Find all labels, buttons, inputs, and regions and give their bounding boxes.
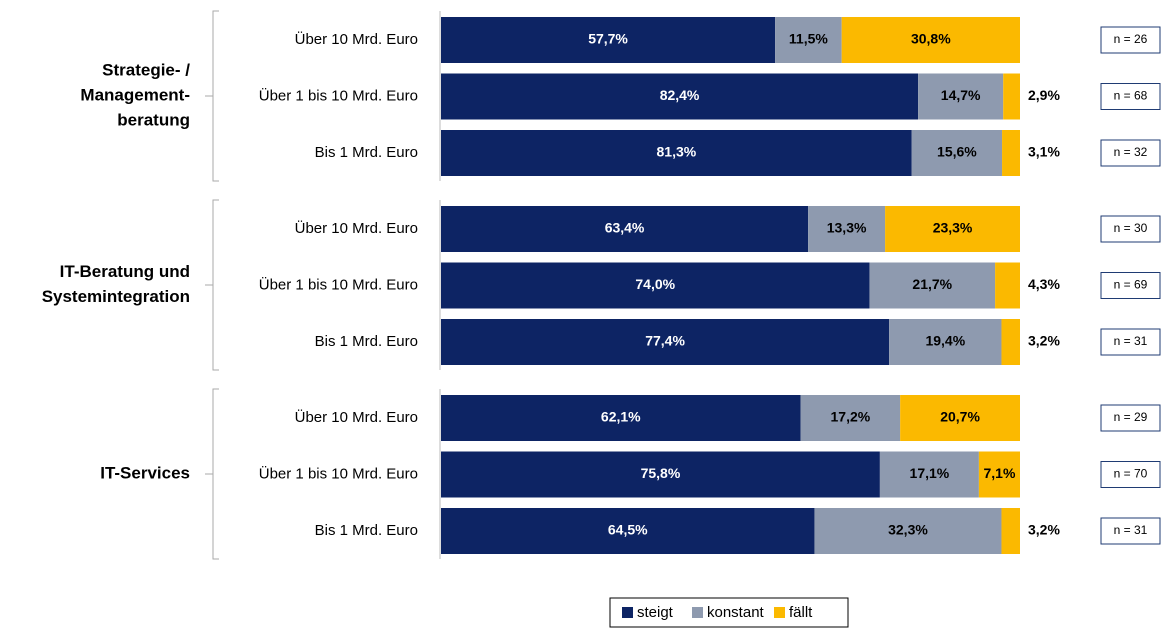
value-label: 2,9% bbox=[1028, 87, 1060, 103]
group-bracket bbox=[205, 199, 219, 371]
value-label: 75,8% bbox=[641, 465, 681, 481]
group-label: Strategie- / bbox=[102, 60, 190, 79]
bar-segment bbox=[911, 130, 1003, 176]
n-box bbox=[1100, 272, 1161, 299]
bar-segment bbox=[775, 17, 842, 63]
bar-segment bbox=[1002, 130, 1020, 176]
n-box bbox=[1100, 517, 1161, 545]
n-box bbox=[1100, 461, 1161, 488]
row-label: Über 1 bis 10 Mrd. Euro bbox=[259, 464, 418, 482]
n-label: n = 31 bbox=[1114, 334, 1148, 348]
bar-segment bbox=[841, 17, 1020, 63]
value-label: 23,3% bbox=[933, 220, 973, 236]
value-label: 3,2% bbox=[1028, 333, 1060, 349]
bar-segment bbox=[1001, 319, 1020, 365]
row-label: Bis 1 Mrd. Euro bbox=[315, 522, 418, 539]
group-bracket bbox=[205, 10, 219, 182]
legend-swatch bbox=[774, 607, 785, 618]
value-label: 11,5% bbox=[789, 31, 828, 47]
value-label: 13,3% bbox=[827, 220, 867, 236]
bar-segment bbox=[814, 508, 1002, 554]
value-label: 7,1% bbox=[983, 465, 1015, 481]
bar-segment bbox=[1001, 508, 1020, 554]
n-label: n = 70 bbox=[1114, 467, 1148, 481]
row-label: Bis 1 Mrd. Euro bbox=[315, 144, 418, 161]
bar-segment bbox=[889, 319, 1002, 365]
value-label: 82,4% bbox=[660, 87, 700, 103]
value-label: 17,1% bbox=[910, 465, 950, 481]
bar-segment bbox=[900, 395, 1020, 441]
value-label: 77,4% bbox=[645, 333, 685, 349]
row-label: Bis 1 Mrd. Euro bbox=[315, 333, 418, 350]
n-label: n = 68 bbox=[1114, 89, 1148, 103]
bar-segment bbox=[441, 319, 890, 365]
legend-box bbox=[609, 597, 849, 628]
bar-segment bbox=[441, 508, 815, 554]
value-label: 57,7% bbox=[588, 31, 628, 47]
value-label: 64,5% bbox=[608, 522, 648, 538]
n-label: n = 31 bbox=[1114, 523, 1148, 537]
value-label: 19,4% bbox=[925, 333, 965, 349]
bar-segment bbox=[441, 395, 801, 441]
row-label: Über 10 Mrd. Euro bbox=[295, 408, 418, 426]
bar-segment bbox=[995, 262, 1020, 309]
legend-swatch bbox=[622, 607, 633, 618]
value-label: 4,3% bbox=[1028, 276, 1060, 292]
group-bracket bbox=[205, 388, 219, 560]
group-label: Management- bbox=[80, 85, 190, 104]
bar-segment bbox=[1003, 73, 1020, 120]
value-label: 3,2% bbox=[1028, 522, 1060, 538]
value-label: 81,3% bbox=[657, 144, 697, 160]
n-box bbox=[1100, 139, 1161, 167]
bar-segment bbox=[441, 206, 809, 252]
value-label: 14,7% bbox=[941, 87, 981, 103]
n-box bbox=[1100, 83, 1161, 110]
legend-label: fällt bbox=[789, 604, 813, 621]
bar-segment bbox=[441, 17, 776, 63]
n-label: n = 29 bbox=[1114, 410, 1148, 424]
bar-segment bbox=[800, 395, 901, 441]
value-label: 20,7% bbox=[940, 409, 980, 425]
group-label: beratung bbox=[117, 110, 190, 129]
value-label: 74,0% bbox=[635, 276, 675, 292]
legend-swatch bbox=[692, 607, 703, 618]
value-label: 15,6% bbox=[937, 144, 977, 160]
n-label: n = 32 bbox=[1114, 145, 1148, 159]
row-label: Über 10 Mrd. Euro bbox=[295, 219, 418, 237]
legend-label: konstant bbox=[707, 604, 765, 621]
n-label: n = 30 bbox=[1114, 221, 1148, 235]
n-box bbox=[1100, 215, 1161, 243]
bar-segment bbox=[879, 451, 979, 498]
value-label: 32,3% bbox=[888, 522, 928, 538]
bar-segment bbox=[918, 73, 1004, 120]
value-label: 63,4% bbox=[605, 220, 645, 236]
bar-segment bbox=[869, 262, 996, 309]
row-label: Über 1 bis 10 Mrd. Euro bbox=[259, 275, 418, 293]
n-box bbox=[1100, 26, 1161, 54]
bar-segment bbox=[441, 130, 912, 176]
n-label: n = 26 bbox=[1114, 32, 1148, 46]
legend-label: steigt bbox=[637, 604, 674, 621]
bar-segment bbox=[441, 451, 880, 498]
n-box bbox=[1100, 328, 1161, 356]
bar-segment bbox=[441, 262, 870, 309]
n-label: n = 69 bbox=[1114, 278, 1148, 292]
bar-segment bbox=[441, 73, 919, 120]
bar-segment bbox=[808, 206, 886, 252]
group-label: IT-Beratung und bbox=[60, 262, 190, 281]
row-label: Über 10 Mrd. Euro bbox=[295, 30, 418, 48]
n-box bbox=[1100, 404, 1161, 432]
row-label: Über 1 bis 10 Mrd. Euro bbox=[259, 86, 418, 104]
value-label: 3,1% bbox=[1028, 144, 1060, 160]
value-label: 21,7% bbox=[912, 276, 952, 292]
bar-segment bbox=[978, 451, 1020, 498]
group-label: IT-Services bbox=[100, 463, 190, 482]
group-label: Systemintegration bbox=[42, 287, 190, 306]
bar-segment bbox=[885, 206, 1020, 252]
value-label: 30,8% bbox=[911, 31, 951, 47]
value-label: 17,2% bbox=[831, 409, 871, 425]
value-label: 62,1% bbox=[601, 409, 641, 425]
